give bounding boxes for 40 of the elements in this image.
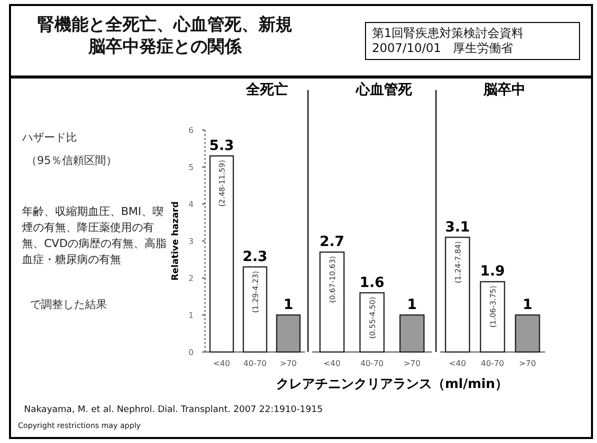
text: 腎機能と全死亡、心血管死、新規脳卒中発症との関係 [36,14,294,58]
x-tick-label: 40-70 [480,359,504,368]
x-tick-label: >70 [519,359,536,368]
data-label: 1 [407,297,417,313]
y-tick-label: 4 [188,200,194,209]
text: Nakayama, M. et al. Nephrol. Dial. Transplant. 2007 22:1910-1915 [24,405,323,415]
chart-title: 全死亡 [245,81,288,98]
y-tick-label: 6 [188,126,194,135]
data-label: 2.7 [320,234,344,250]
data-label: 1 [522,297,532,313]
y-tick-label: 5 [188,163,194,172]
x-tick-label: <40 [449,359,466,368]
data-label: 3.1 [445,219,470,236]
x-tick-label: 40-70 [243,359,267,368]
text: ハザード比 [22,130,77,145]
bar [276,314,301,353]
y-axis-title: Relative hazard [171,201,181,281]
chart-title: 心血管死 [355,81,413,98]
y-tick-label: 1 [188,311,194,320]
data-label: 1 [283,297,294,313]
data-label: 5.3 [209,138,234,154]
text: 年齢、収縮期血圧、BMI、喫煙の有無、降圧薬使用の有無、CVDの病歴の有無、高脂血症・糖尿病の有無 [22,204,168,268]
x-tick-label: <40 [213,359,230,368]
text: で調整した結果 [30,297,107,312]
x-axis-title: クレアチニンクリアランス（ml/min） [276,377,508,392]
x-tick-label: >70 [280,359,297,368]
y-tick-label: 2 [188,274,194,283]
data-label: 2.3 [242,248,268,265]
y-tick-label: 3 [188,237,194,246]
text: 第1回腎疾患対策検討会資料 2007/10/01 厚生労働省 [365,22,580,60]
data-label: 1.6 [360,274,384,291]
x-tick-label: >70 [404,359,420,368]
y-tick-label: 0 [188,348,194,357]
bar [209,155,234,353]
data-label: 1.9 [480,264,505,280]
bar [242,266,268,353]
x-tick-label: 40-70 [360,359,384,368]
chart-title: 脳卒中 [482,81,526,98]
text: （95％信頼区間） [26,153,117,168]
x-tick-label: <40 [324,359,340,368]
